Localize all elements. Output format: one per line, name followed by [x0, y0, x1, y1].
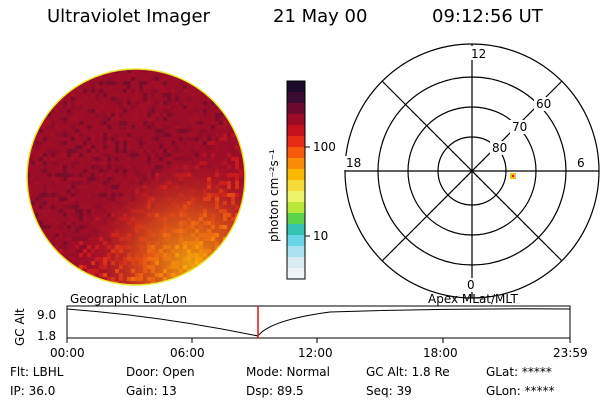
timeline-xtick-1800: 18:00: [423, 346, 458, 360]
altitude-timeline: Geographic Lat/Lon Apex MLat/MLT GC Alt …: [13, 292, 588, 360]
polar-ring-80: 80: [492, 141, 507, 155]
colorbar-segment: [287, 180, 305, 192]
ip-value: IP: 36.0: [10, 384, 55, 398]
colorbar-segment: [287, 257, 305, 269]
polar-label-12: 12: [471, 47, 486, 61]
colorbar-segment: [287, 213, 305, 225]
uv-earth-image: [27, 69, 247, 285]
colorbar-tick-100: 100: [313, 140, 336, 154]
gain-value: Gain: 13: [126, 384, 177, 398]
colorbar-segment: [287, 191, 305, 203]
colorbar-segment: [287, 92, 305, 104]
colorbar-segment: [287, 235, 305, 247]
colorbar-segment: [287, 158, 305, 170]
colorbar-segment: [287, 169, 305, 181]
polar-ring-60: 60: [536, 97, 551, 111]
colorbar-segment: [287, 81, 305, 93]
gc-alt-value: GC Alt: 1.8 Re: [366, 365, 450, 379]
filter-value: Flt: LBHL: [10, 365, 64, 379]
colorbar-segment: [287, 246, 305, 258]
polar-label-6: 6: [577, 156, 585, 170]
door-value: Door: Open: [126, 365, 195, 379]
timeline-xtick-2359: 23:59: [553, 346, 588, 360]
polar-label-0: 0: [467, 278, 475, 292]
status-footer: Flt: LBHL IP: 36.0 Door: Open Gain: 13 M…: [10, 365, 555, 398]
colorbar-segment: [287, 136, 305, 148]
glat-value: GLat: *****: [486, 365, 552, 379]
colorbar-segment: [287, 224, 305, 236]
colorbar-segment: [287, 202, 305, 214]
colorbar-tick-10: 10: [313, 229, 328, 243]
colorbar-segment: [287, 103, 305, 115]
colorbar-segment: [287, 114, 305, 126]
polar-ring-70: 70: [512, 120, 527, 134]
timeline-xtick-1200: 12:00: [298, 346, 333, 360]
polar-label-18: 18: [346, 156, 361, 170]
timeline-right-title: Apex MLat/MLT: [428, 292, 518, 306]
timeline-y-label: GC Alt: [13, 308, 27, 346]
colorbar-label: photon cm⁻²s⁻¹: [267, 149, 281, 242]
glon-value: GLon: *****: [486, 384, 555, 398]
colorbar: 100 10 photon cm⁻²s⁻¹: [267, 81, 336, 280]
timeline-xtick-0600: 06:00: [170, 346, 205, 360]
timeline-ytick-9: 9.0: [37, 308, 56, 322]
colorbar-segment: [287, 147, 305, 159]
dsp-value: Dsp: 89.5: [246, 384, 304, 398]
colorbar-segment: [287, 125, 305, 137]
timeline-xtick-0000: 00:00: [50, 346, 85, 360]
seq-value: Seq: 39: [366, 384, 412, 398]
timeline-ytick-1-8: 1.8: [37, 329, 56, 343]
colorbar-segment: [287, 268, 305, 280]
polar-plot: [345, 44, 599, 298]
mode-value: Mode: Normal: [246, 365, 330, 379]
timeline-left-title: Geographic Lat/Lon: [70, 292, 187, 306]
satellite-marker: [510, 173, 516, 179]
